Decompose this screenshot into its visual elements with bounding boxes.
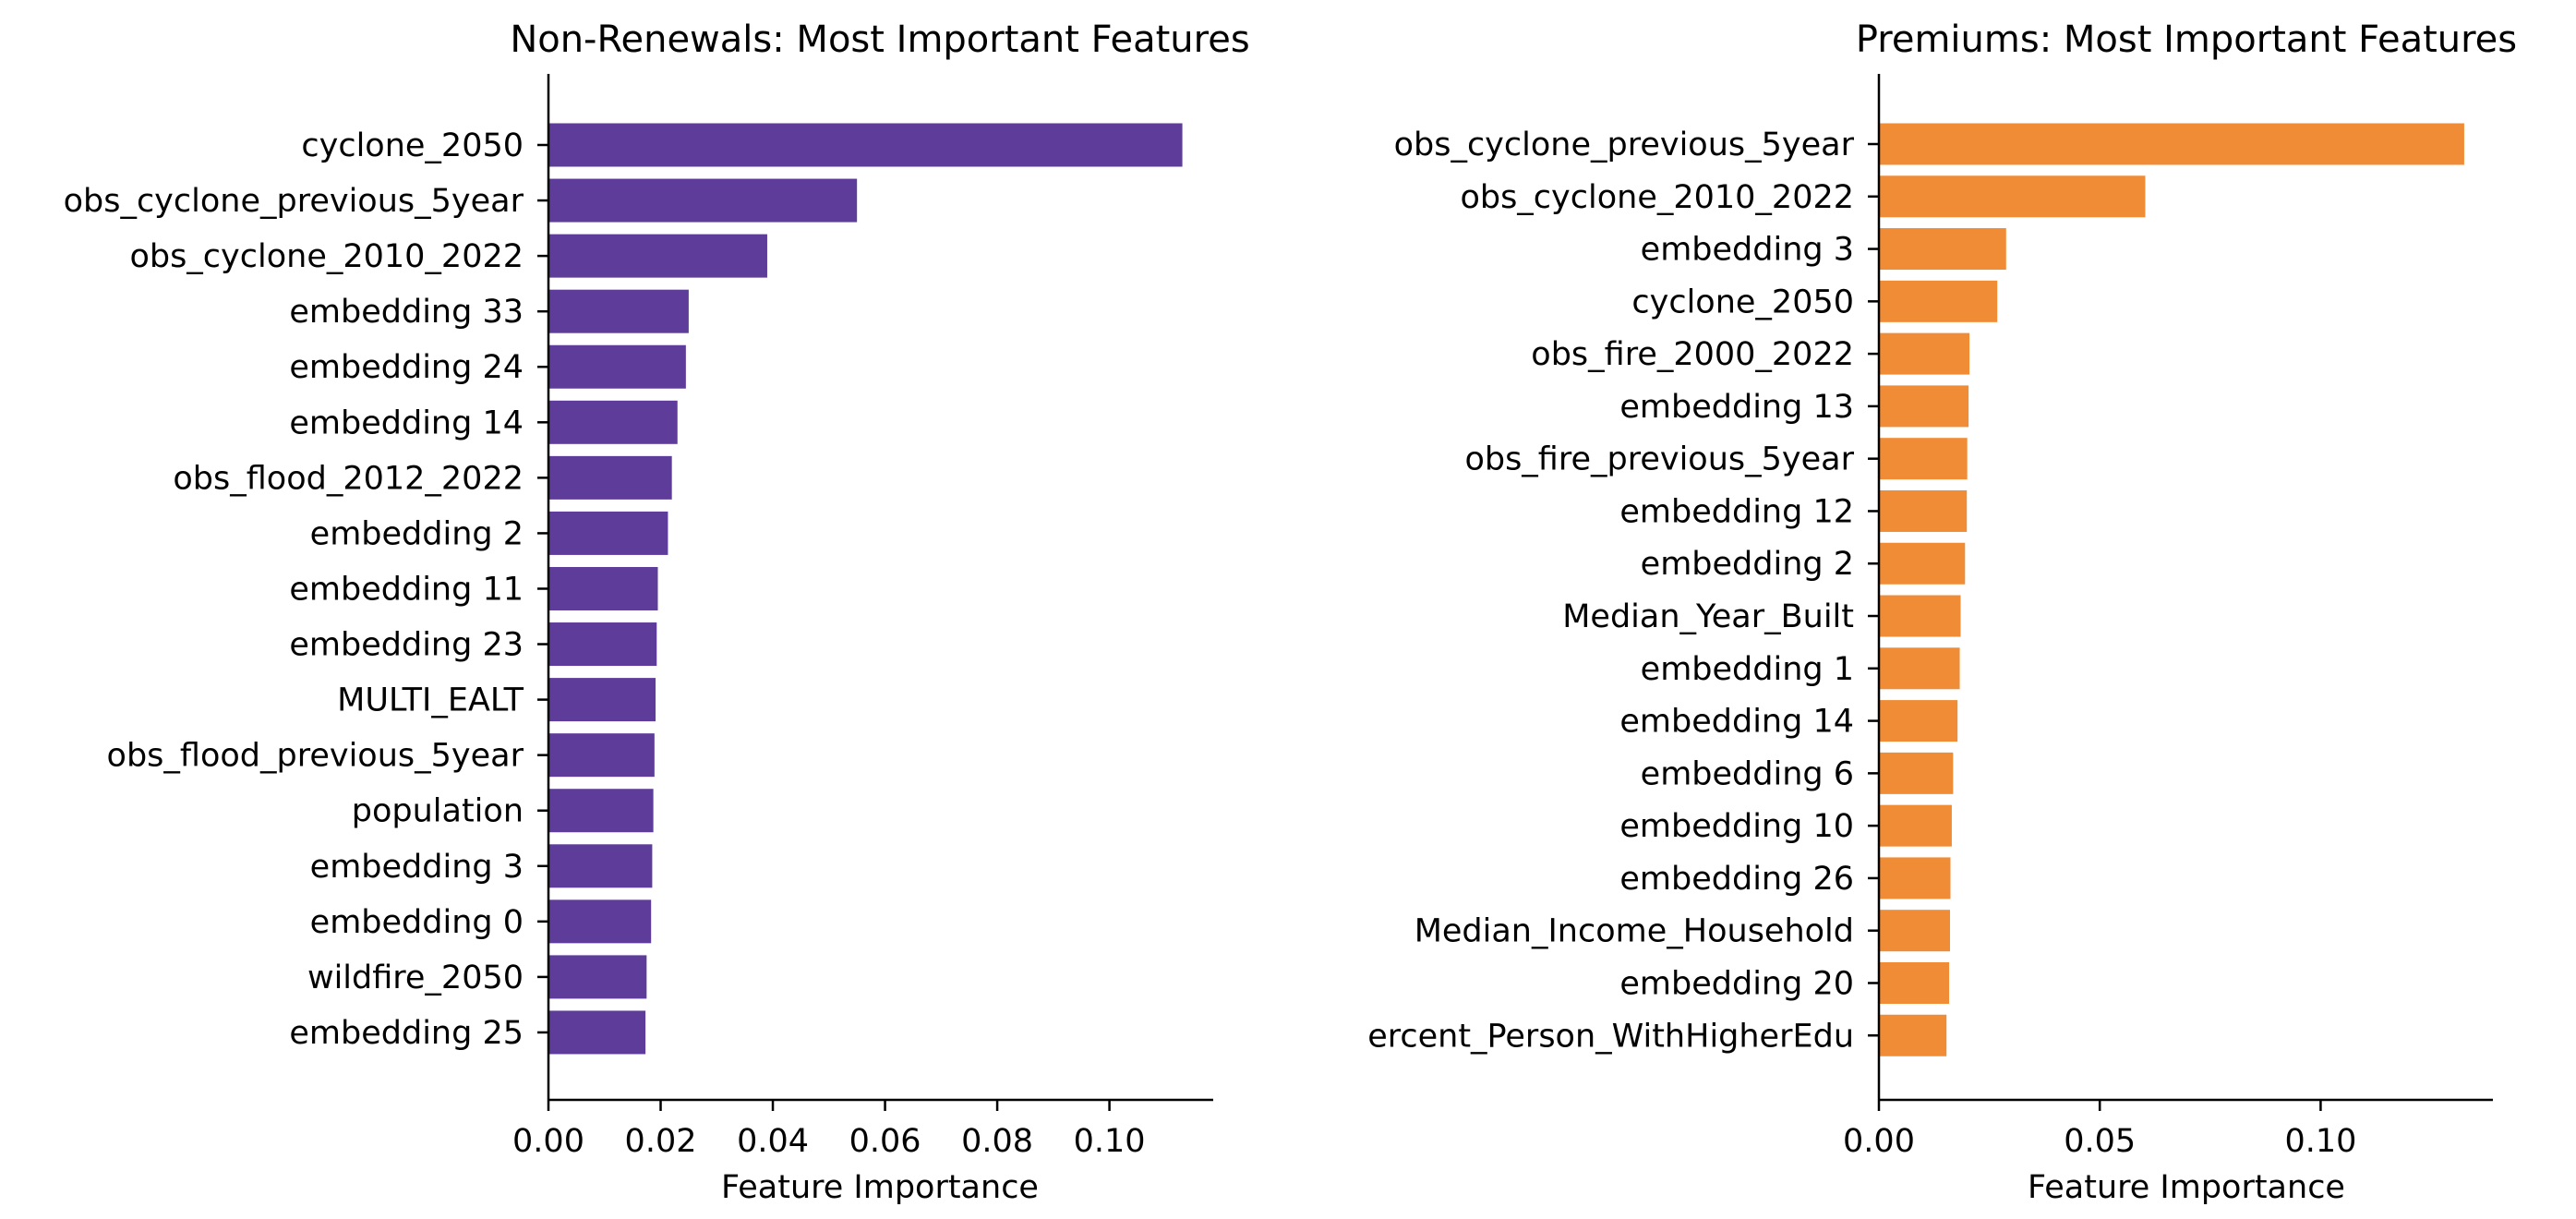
premiums-bar xyxy=(1879,175,2146,218)
non-renewals-x-axis-label: Feature Importance xyxy=(721,1169,1039,1206)
non-renewals-bar xyxy=(548,178,858,223)
non-renewals-category-label: embedding 11 xyxy=(289,571,524,608)
non-renewals-x-tick-label: 0.10 xyxy=(1074,1123,1146,1160)
premiums-bar xyxy=(1879,489,1968,532)
non-renewals-category-label: MULTI_EALT xyxy=(337,682,524,719)
non-renewals-bar xyxy=(548,400,678,444)
non-renewals-bar xyxy=(548,789,654,833)
premiums-bar xyxy=(1879,857,1951,899)
premiums-bar xyxy=(1879,961,1950,1004)
premiums-bar xyxy=(1879,123,2464,165)
premiums-bar xyxy=(1879,647,1960,690)
premiums-chart-title: Premiums: Most Important Features xyxy=(1856,18,2517,61)
premiums-x-axis-label: Feature Importance xyxy=(2028,1169,2345,1206)
non-renewals-category-label: embedding 3 xyxy=(310,849,524,886)
premiums-bar xyxy=(1879,1014,1947,1056)
non-renewals-category-label: embedding 24 xyxy=(289,349,524,386)
premiums-x-tick-label: 0.00 xyxy=(1843,1123,1915,1160)
non-renewals-bar xyxy=(548,123,1183,167)
non-renewals-bar xyxy=(548,511,668,555)
non-renewals-bar xyxy=(548,1010,646,1055)
premiums-category-label: embedding 10 xyxy=(1619,808,1854,845)
non-renewals-bar xyxy=(548,955,647,999)
premiums-bars xyxy=(1879,123,2464,1056)
non-renewals-bar xyxy=(548,678,656,722)
premiums-category-label: obs_fire_previous_5year xyxy=(1464,441,1854,478)
non-renewals-x-tick-label: 0.06 xyxy=(849,1123,921,1160)
premiums-category-label: embedding 14 xyxy=(1619,704,1854,741)
non-renewals-category-label: embedding 33 xyxy=(289,294,524,331)
non-renewals-category-label: wildfire_2050 xyxy=(307,960,524,996)
non-renewals-bar xyxy=(548,622,657,667)
non-renewals-bar xyxy=(548,733,655,778)
non-renewals-category-labels: cyclone_2050 obs_cyclone_previous_5yearob… xyxy=(64,127,548,1052)
non-renewals-category-label: obs_flood_previous_5year xyxy=(107,738,524,775)
non-renewals-bars xyxy=(548,123,1183,1055)
non-renewals-x-tick-label: 0.02 xyxy=(625,1123,697,1160)
premiums-category-label: embedding 1 xyxy=(1641,651,1854,688)
non-renewals-category-label: obs_cyclone_previous_5year xyxy=(64,183,524,220)
premiums-category-label: embedding 20 xyxy=(1619,965,1854,1002)
premiums-bar xyxy=(1879,332,1970,375)
premiums-bar xyxy=(1879,228,2006,271)
premiums-bar xyxy=(1879,804,1952,847)
premiums-x-tick-label: 0.05 xyxy=(2064,1123,2136,1160)
non-renewals-chart-title: Non-Renewals: Most Important Features xyxy=(510,18,1249,61)
non-renewals-bar xyxy=(548,234,767,278)
non-renewals-panel: Non-Renewals: Most Important Features cy… xyxy=(64,18,1250,1206)
premiums-x-tick-label: 0.10 xyxy=(2284,1123,2356,1160)
non-renewals-bar xyxy=(548,289,689,333)
premiums-category-label: cyclone_2050 xyxy=(1631,284,1854,320)
non-renewals-bar xyxy=(548,344,686,389)
premiums-category-label: obs_cyclone_previous_5year xyxy=(1394,127,1855,163)
non-renewals-category-label: population xyxy=(352,793,524,830)
premiums-bar xyxy=(1879,595,1961,637)
premiums-category-labels: obs_cyclone_previous_5year obs_cyclone_20… xyxy=(1367,127,1879,1055)
premiums-category-label: obs_cyclone_2010_2022 xyxy=(1460,179,1854,216)
premiums-category-label: ercent_Person_WithHigherEdu xyxy=(1367,1018,1854,1055)
non-renewals-category-label: embedding 14 xyxy=(289,404,524,441)
non-renewals-bar xyxy=(548,844,653,888)
non-renewals-category-label: embedding 23 xyxy=(289,627,524,664)
premiums-bar xyxy=(1879,700,1958,742)
non-renewals-category-label: embedding 2 xyxy=(310,515,524,552)
premiums-category-label: obs_fire_2000_2022 xyxy=(1531,336,1854,373)
non-renewals-category-label: embedding 25 xyxy=(289,1015,524,1052)
non-renewals-category-label: obs_flood_2012_2022 xyxy=(173,460,524,497)
non-renewals-x-tick-label: 0.00 xyxy=(512,1123,584,1160)
premiums-bar xyxy=(1879,910,1951,952)
premiums-category-label: embedding 3 xyxy=(1641,232,1854,269)
premiums-category-label: embedding 12 xyxy=(1619,493,1854,530)
non-renewals-bar xyxy=(548,899,652,944)
premiums-category-label: embedding 2 xyxy=(1641,546,1854,583)
non-renewals-category-label: embedding 0 xyxy=(310,904,524,941)
premiums-category-label: Median_Year_Built xyxy=(1562,598,1854,635)
non-renewals-category-label: obs_cyclone_2010_2022 xyxy=(129,238,524,275)
premiums-category-label: Median_Income_Household xyxy=(1414,913,1854,950)
premiums-category-label: embedding 26 xyxy=(1619,861,1854,898)
non-renewals-category-label: cyclone_2050 xyxy=(301,127,524,164)
premiums-bar xyxy=(1879,280,1998,322)
premiums-panel: Premiums: Most Important Features obs_cy… xyxy=(1367,18,2517,1206)
non-renewals-x-ticks: 0.00 0.02 0.04 0.06 0.08 0.10 xyxy=(512,1100,1146,1160)
non-renewals-bar xyxy=(548,455,672,500)
premiums-category-label: embedding 6 xyxy=(1641,755,1854,792)
non-renewals-x-tick-label: 0.04 xyxy=(737,1123,809,1160)
premiums-bar xyxy=(1879,385,1969,428)
non-renewals-x-tick-label: 0.08 xyxy=(961,1123,1033,1160)
premiums-bar xyxy=(1879,542,1966,585)
premiums-bar xyxy=(1879,438,1968,480)
premiums-bar xyxy=(1879,752,1954,794)
premiums-category-label: embedding 13 xyxy=(1619,389,1854,426)
premiums-x-ticks: 0.00 0.05 0.10 xyxy=(1843,1100,2356,1160)
non-renewals-bar xyxy=(548,566,658,610)
